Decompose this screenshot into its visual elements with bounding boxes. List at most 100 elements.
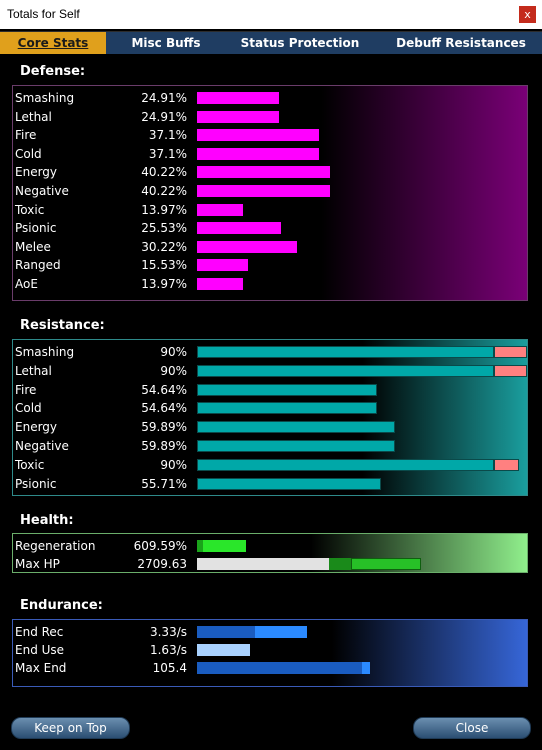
defense-row: Lethal 24.91%	[13, 108, 527, 126]
defense-row: Fire 37.1%	[13, 126, 527, 144]
window-title: Totals for Self	[7, 7, 80, 21]
close-window-button[interactable]: x	[519, 6, 536, 23]
defense-row-label: Ranged	[15, 258, 61, 273]
resistance-cap-bar	[494, 346, 527, 358]
maxhp-bar-base	[197, 558, 329, 570]
defense-row: Melee 30.22%	[13, 238, 527, 256]
defense-bar	[197, 110, 279, 123]
resistance-bar	[197, 458, 494, 471]
defense-row-label: Negative	[15, 184, 69, 198]
window-titlebar: Totals for Self x	[0, 0, 542, 29]
defense-row: Ranged 15.53%	[13, 256, 527, 274]
defense-row-label: Smashing	[15, 91, 75, 105]
regeneration-value: 609.59%	[133, 539, 187, 553]
regeneration-bar-base	[197, 540, 203, 552]
resistance-row-value: 59.89%	[141, 420, 187, 435]
resistance-title: Resistance:	[20, 318, 105, 333]
defense-row: Energy 40.22%	[13, 163, 527, 181]
resistance-row-value: 54.64%	[141, 382, 187, 397]
resistance-panel: Smashing 90% Lethal 90% Fire 54.64% Cold 54.64%…	[12, 339, 528, 496]
defense-row: Psionic 25.53%	[13, 219, 527, 237]
maxend-label: Max End	[15, 661, 67, 675]
resistance-row: Psionic 55.71%	[13, 475, 527, 493]
resistance-row: Fire 54.64%	[13, 381, 527, 399]
resistance-row-value: 55.71%	[141, 476, 187, 491]
defense-bar	[197, 147, 319, 160]
defense-row-value: 30.22%	[141, 239, 187, 254]
tab-misc-buffs[interactable]: Misc Buffs	[131, 36, 201, 50]
resistance-bar	[197, 421, 395, 434]
defense-row-value: 13.97%	[141, 202, 187, 217]
health-panel: Regeneration 609.59% Max HP 2709.63	[12, 533, 528, 573]
resistance-bar	[197, 383, 377, 396]
defense-bar	[197, 222, 281, 235]
maxhp-bar-bonus	[351, 558, 421, 570]
maxhp-row: Max HP 2709.63	[13, 555, 527, 573]
resistance-row: Energy 59.89%	[13, 418, 527, 436]
tab-debuff-resistances[interactable]: Debuff Resistances	[396, 36, 526, 50]
resistance-row: Lethal 90%	[13, 362, 527, 380]
endrec-row: End Rec 3.33/s	[13, 623, 527, 641]
resistance-row-label: Negative	[15, 439, 69, 453]
tab-core-stats[interactable]: Core Stats	[0, 32, 106, 54]
resistance-row-value: 59.89%	[141, 439, 187, 453]
defense-row-label: AoE	[15, 277, 38, 291]
defense-row-label: Melee	[15, 239, 51, 254]
resistance-row-value: 90%	[160, 363, 187, 378]
defense-row: Cold 37.1%	[13, 145, 527, 163]
maxhp-value: 2709.63	[137, 557, 187, 571]
defense-title: Defense:	[20, 64, 86, 79]
defense-row-value: 37.1%	[148, 146, 187, 161]
resistance-cap-bar	[494, 458, 519, 471]
defense-bar	[197, 240, 297, 253]
keep-on-top-button[interactable]: Keep on Top	[11, 717, 130, 739]
resistance-row-label: Psionic	[15, 476, 57, 491]
endrec-label: End Rec	[15, 625, 64, 639]
resistance-bar	[197, 346, 494, 358]
defense-bar	[197, 185, 330, 197]
defense-bar	[197, 166, 330, 179]
resistance-bar	[197, 364, 494, 377]
defense-row-value: 40.22%	[141, 184, 187, 198]
resistance-row-label: Cold	[15, 401, 42, 416]
defense-row-label: Psionic	[15, 221, 57, 236]
resistance-row-label: Smashing	[15, 345, 75, 359]
defense-row: AoE 13.97%	[13, 275, 527, 293]
resistance-row: Cold 54.64%	[13, 399, 527, 417]
defense-bar	[197, 278, 243, 290]
defense-bar	[197, 259, 248, 272]
defense-row-value: 40.22%	[141, 165, 187, 180]
resistance-row-label: Energy	[15, 420, 58, 435]
resistance-row-value: 90%	[160, 457, 187, 472]
defense-row-value: 15.53%	[141, 258, 187, 273]
close-button[interactable]: Close	[413, 717, 531, 739]
tab-bar: Core Stats Misc Buffs Status Protection …	[0, 31, 542, 54]
regeneration-bar	[203, 540, 246, 552]
defense-row-value: 25.53%	[141, 221, 187, 236]
resistance-row-label: Toxic	[15, 457, 45, 472]
resistance-cap-bar	[494, 364, 527, 377]
endrec-bar-base	[197, 626, 255, 638]
defense-bar	[197, 203, 243, 216]
enduse-row: End Use 1.63/s	[13, 641, 527, 659]
defense-row-value: 24.91%	[141, 91, 187, 105]
tab-status-protection[interactable]: Status Protection	[240, 36, 360, 50]
maxend-value: 105.4	[152, 661, 187, 675]
defense-row-label: Energy	[15, 165, 58, 180]
endrec-bar	[255, 626, 307, 638]
maxend-bar	[197, 662, 362, 674]
endurance-panel: End Rec 3.33/s End Use 1.63/s Max End 10…	[12, 619, 528, 687]
defense-row-value: 24.91%	[141, 109, 187, 124]
resistance-row-value: 54.64%	[141, 401, 187, 416]
endrec-value: 3.33/s	[149, 625, 187, 639]
resistance-row-label: Fire	[15, 382, 37, 397]
maxhp-bar-mid	[329, 558, 351, 570]
resistance-bar	[197, 477, 381, 490]
defense-row: Negative 40.22%	[13, 182, 527, 200]
health-title: Health:	[20, 513, 74, 528]
defense-row-label: Lethal	[15, 109, 52, 124]
maxhp-label: Max HP	[15, 557, 60, 571]
defense-row: Toxic 13.97%	[13, 201, 527, 219]
regeneration-row: Regeneration 609.59%	[13, 537, 527, 555]
resistance-row-value: 90%	[160, 345, 187, 359]
